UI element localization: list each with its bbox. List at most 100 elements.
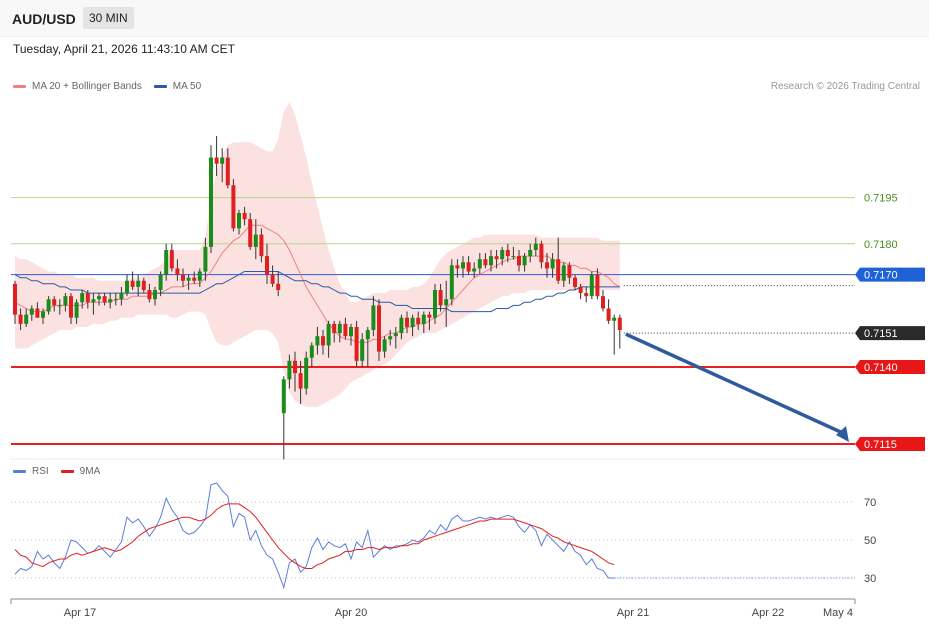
legend-swatch-rsi xyxy=(13,470,26,473)
candle-body xyxy=(91,299,96,303)
legend-item-ma20: MA 20 + Bollinger Bands xyxy=(13,81,142,92)
candle-body xyxy=(360,339,365,361)
top-toolbar: AUD/USD 30 MIN xyxy=(0,0,929,37)
candle-body xyxy=(242,213,247,220)
candle-body xyxy=(108,299,113,303)
x-tick-label-apr-21: Apr 21 xyxy=(617,607,649,619)
candle-body xyxy=(550,259,555,269)
candle-body xyxy=(427,314,432,318)
x-tick-label-apr-20: Apr 20 xyxy=(335,607,367,619)
candle-body xyxy=(136,280,141,287)
candle-body xyxy=(377,305,381,352)
candle-body xyxy=(276,283,281,290)
candle-body xyxy=(164,249,169,275)
candle-body xyxy=(57,305,62,307)
legend-label-rsi: RSI xyxy=(32,466,49,477)
candle-body xyxy=(29,308,34,315)
candle-body xyxy=(556,259,561,281)
legend-item-ma50: MA 50 xyxy=(153,81,202,92)
candle-body xyxy=(203,246,208,272)
candle-body xyxy=(259,234,264,257)
candle-body xyxy=(315,336,320,346)
candle-body xyxy=(466,262,471,272)
candle-body xyxy=(125,280,129,294)
candle-body xyxy=(321,336,325,346)
candle-body xyxy=(489,256,493,266)
legend-label-ma50: MA 50 xyxy=(172,81,202,92)
candle-body xyxy=(589,274,594,297)
candle-body xyxy=(595,274,600,297)
candle-body xyxy=(270,274,275,284)
symbol-label: AUD/USD xyxy=(12,11,76,27)
candle-body xyxy=(511,256,516,258)
candle-body xyxy=(209,157,213,247)
candle-body xyxy=(438,290,443,306)
candle-body xyxy=(601,296,605,309)
candle-body xyxy=(472,268,477,272)
candle-body xyxy=(220,157,225,164)
x-tick-label-may-4: May 4 xyxy=(823,607,853,619)
x-tick-label-apr-22: Apr 22 xyxy=(752,607,784,619)
candle-body xyxy=(606,308,611,321)
x-tick-label-apr-17: Apr 17 xyxy=(64,607,96,619)
rsi-legend: RSI 9MA xyxy=(13,466,112,477)
candle-body xyxy=(371,305,376,331)
main-legend: MA 20 + Bollinger Bands MA 50 xyxy=(13,81,213,92)
candle-body xyxy=(477,259,482,269)
candle-body xyxy=(225,157,230,186)
candle-body xyxy=(349,326,353,337)
candle-body xyxy=(354,326,359,361)
candle-body xyxy=(147,290,152,300)
candle-body xyxy=(97,296,101,300)
candle-body xyxy=(449,265,454,300)
candle-body xyxy=(309,345,314,358)
candle-body xyxy=(399,317,404,334)
candle-body xyxy=(405,317,409,327)
copyright-label: Research © 2026 Trading Central xyxy=(770,81,920,92)
candle-body xyxy=(74,302,79,318)
price-tag-label-0.7170: 0.7170 xyxy=(864,270,898,282)
candle-body xyxy=(578,286,583,294)
candle-body xyxy=(102,296,107,303)
legend-label-9ma: 9MA xyxy=(79,466,101,477)
candle-body xyxy=(561,265,566,281)
candle-body xyxy=(545,262,549,269)
candle-body xyxy=(517,256,521,266)
candle-body xyxy=(153,290,157,300)
candle-body xyxy=(141,280,146,290)
candle-body xyxy=(85,293,90,303)
legend-swatch-ma50 xyxy=(153,85,167,88)
legend-label-ma20: MA 20 + Bollinger Bands xyxy=(32,81,142,92)
price-tag-box-0.7140 xyxy=(855,360,925,374)
candle-body xyxy=(248,219,253,247)
bollinger-band xyxy=(15,102,620,407)
candle-body xyxy=(483,259,488,266)
candle-body xyxy=(584,293,589,297)
candle-body xyxy=(505,249,510,257)
candle-body xyxy=(326,323,331,346)
candle-body xyxy=(337,323,342,334)
candle-body xyxy=(365,330,370,340)
candle-body xyxy=(52,299,57,306)
candle-body xyxy=(181,274,185,281)
price-tag-label-0.7115: 0.7115 xyxy=(864,439,897,451)
candle-body xyxy=(455,265,460,269)
candle-body xyxy=(80,293,85,303)
rsi-tick-label-30: 30 xyxy=(864,573,876,585)
legend-swatch-ma20 xyxy=(13,85,26,88)
timeframe-button[interactable]: 30 MIN xyxy=(83,7,134,29)
candle-body xyxy=(13,283,17,315)
forecast-arrowhead xyxy=(836,426,849,442)
price-tag-label-0.7151: 0.7151 xyxy=(864,328,898,340)
price-tag-label-0.7180: 0.7180 xyxy=(864,239,898,251)
candle-body xyxy=(253,234,258,247)
candle-body xyxy=(186,277,191,281)
candle-body xyxy=(433,290,437,318)
candle-body xyxy=(528,249,533,257)
candle-body xyxy=(533,243,538,250)
price-tag-label-0.7195: 0.7195 xyxy=(864,193,898,205)
candle-body xyxy=(343,323,348,337)
candle-body xyxy=(169,249,174,269)
